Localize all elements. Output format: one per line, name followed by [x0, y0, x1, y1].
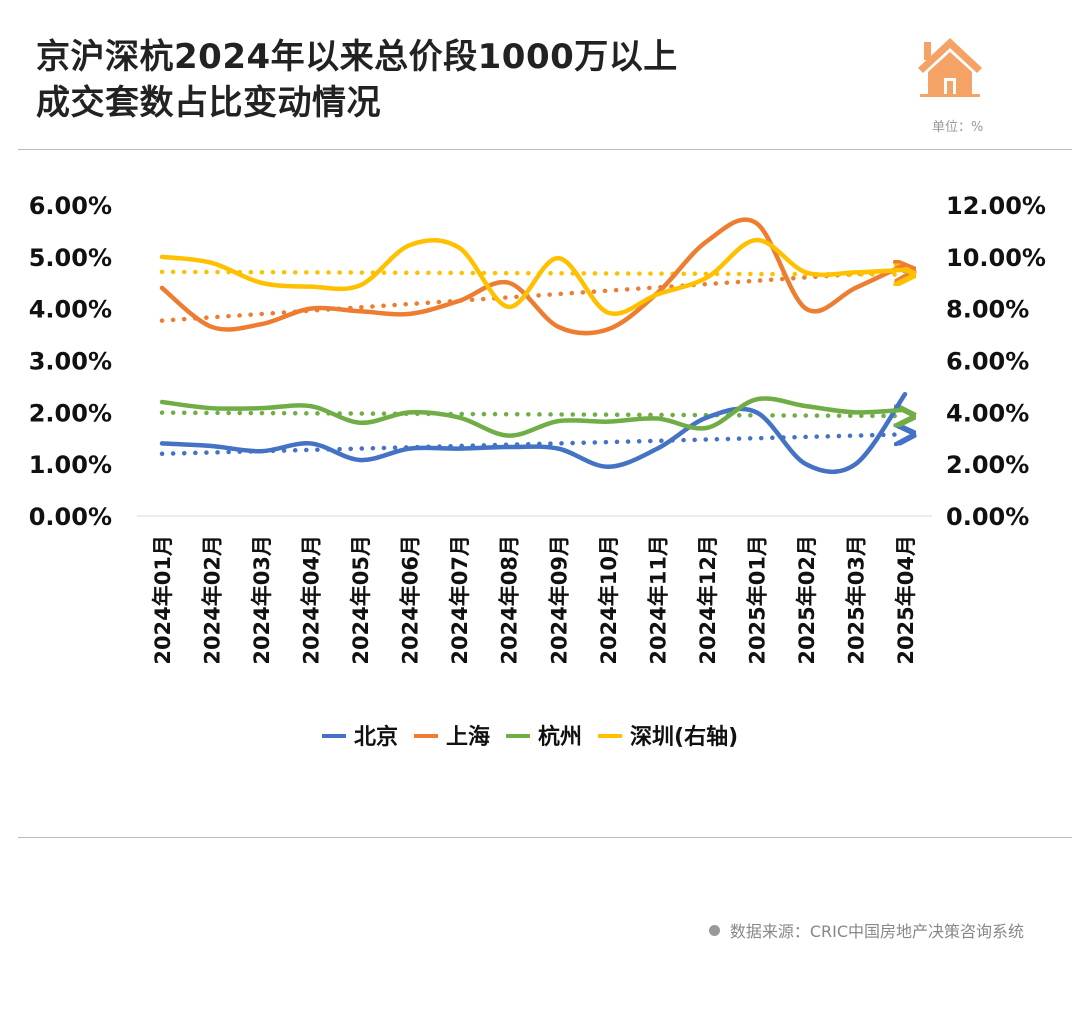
x-tick-label: 2024年11月: [646, 535, 670, 665]
trendline-2: [159, 413, 905, 416]
x-tick-label: 2025年04月: [894, 535, 918, 665]
x-tick-label: 2024年01月: [151, 535, 175, 665]
x-tick-label: 2024年12月: [696, 535, 720, 665]
left-y-tick-label: 3.00%: [29, 348, 112, 376]
house-icon: [918, 38, 982, 97]
right-y-tick-label: 10.00%: [946, 244, 1046, 272]
right-y-tick-label: 8.00%: [946, 296, 1029, 324]
legend-label: 深圳(右轴): [630, 724, 738, 750]
x-tick-label: 2024年05月: [349, 535, 373, 665]
x-tick-label: 2024年06月: [399, 535, 423, 665]
series-line-2: [159, 396, 908, 438]
top-divider: [18, 149, 1072, 150]
x-tick-label: 2024年07月: [448, 535, 472, 665]
title-line-1: 京沪深杭2024年以来总价段1000万以上: [36, 37, 678, 77]
x-tick-label: 2024年04月: [300, 535, 324, 665]
right-y-tick-label: 0.00%: [946, 503, 1029, 531]
right-y-tick-label: 12.00%: [946, 192, 1046, 220]
bottom-divider: [18, 837, 1072, 838]
x-tick-label: 2024年10月: [597, 535, 621, 665]
left-y-tick-label: 6.00%: [29, 192, 112, 220]
right-y-tick-label: 6.00%: [946, 348, 1029, 376]
title-line-2: 成交套数占比变动情况: [36, 83, 381, 123]
legend-label: 杭州: [538, 724, 582, 750]
x-tick-label: 2024年03月: [250, 535, 274, 665]
chart-title: 京沪深杭2024年以来总价段1000万以上 成交套数占比变动情况: [36, 34, 678, 126]
right-y-tick-label: 4.00%: [946, 399, 1029, 427]
right-y-tick-label: 2.00%: [946, 451, 1029, 479]
legend-label: 上海: [446, 724, 490, 750]
series-line-1: [159, 217, 908, 336]
x-tick-label: 2024年09月: [547, 535, 571, 665]
data-source: 数据来源：CRIC中国房地产决策咨询系统: [708, 918, 1024, 942]
unit-label: 单位：%: [932, 120, 984, 135]
source-text: 数据来源：CRIC中国房地产决策咨询系统: [729, 922, 1024, 941]
left-y-tick-label: 5.00%: [29, 244, 112, 272]
series-line-3: [159, 237, 908, 316]
trendline-1: [159, 271, 905, 323]
legend-label: 北京: [354, 724, 398, 750]
bullet-icon: [708, 924, 720, 936]
left-y-tick-label: 1.00%: [29, 451, 112, 479]
x-tick-label: 2024年08月: [498, 535, 522, 665]
series-line-0: [159, 391, 908, 475]
x-tick-label: 2025年02月: [795, 535, 819, 665]
x-tick-label: 2024年02月: [201, 535, 225, 665]
left-y-tick-label: 4.00%: [29, 296, 112, 324]
x-tick-label: 2025年01月: [745, 535, 769, 665]
x-tick-label: 2025年03月: [844, 535, 868, 665]
left-y-tick-label: 2.00%: [29, 399, 112, 427]
left-y-tick-label: 0.00%: [29, 503, 112, 531]
trendline-3: [159, 272, 905, 275]
